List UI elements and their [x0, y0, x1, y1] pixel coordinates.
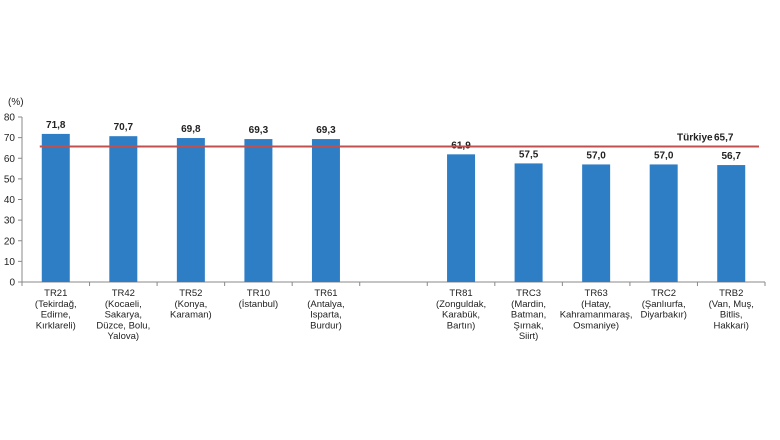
y-tick-label: 30 [4, 216, 16, 227]
y-tick-label: 60 [4, 154, 16, 165]
bar [514, 163, 543, 282]
bar-value-label: 69,3 [316, 125, 336, 136]
x-axis [21, 281, 766, 286]
bar [717, 165, 746, 282]
bar-value-label: 57,0 [586, 150, 606, 161]
bar [176, 138, 205, 282]
reference-line-value: 65,7 [714, 132, 734, 143]
x-category-label: TRC2 (Şanlıurfa, Diyarbakır) [640, 288, 686, 321]
x-category-label: TRC3 (Mardin, Batman, Şırnak, Siirt) [511, 288, 546, 342]
y-tick-label: 40 [4, 195, 16, 206]
bar-value-label: 70,7 [114, 122, 134, 133]
x-category-label: TR81 (Zonguldak, Karabük, Bartın) [436, 288, 486, 331]
bar [582, 164, 611, 282]
category-labels: TR21 (Tekirdağ, Edirne, Kırklareli) TR42 (Koc… [35, 288, 754, 342]
bars [41, 133, 746, 282]
x-category-label: TR61 (Antalya, Isparta, Burdur) [307, 288, 345, 331]
x-category-label: TR10 (İstanbul) [239, 288, 279, 310]
bar [109, 136, 138, 282]
bar [649, 164, 678, 282]
y-tick-label: 20 [4, 236, 16, 247]
x-category-label: TR52 (Konya, Karaman) [170, 288, 212, 321]
bar [447, 154, 476, 282]
y-axis-unit-label: (%) [8, 97, 24, 108]
bar-value-label: 56,7 [721, 151, 741, 162]
y-tick-label: 70 [4, 133, 16, 144]
bar [41, 133, 70, 282]
bar-value-label: 57,0 [654, 150, 674, 161]
bar-value-label: 71,8 [46, 120, 66, 131]
bar-value-label: 69,8 [181, 124, 201, 135]
y-tick-label: 0 [9, 278, 15, 289]
reference-line-group: Türkiye 65,7 [39, 132, 759, 148]
x-category-label: TR42 (Kocaeli, Sakarya, Düzce, Bolu, Yalova) [96, 288, 150, 342]
bar [244, 139, 273, 282]
bar-value-label: 69,3 [249, 125, 269, 136]
y-tick-label: 50 [4, 174, 16, 185]
reference-line-label: Türkiye [677, 132, 713, 143]
y-axis: 0 10 20 30 40 50 60 70 80 [4, 113, 23, 289]
x-category-label: TR63 (Hatay, Kahramanmaraş, Osmaniye) [560, 288, 633, 331]
bar-value-label: 57,5 [519, 149, 539, 160]
x-category-label: TRB2 (Van, Muş, Bitlis, Hakkari) [709, 288, 754, 331]
data-labels: 71,870,769,869,369,361,957,557,057,056,7 [46, 120, 741, 162]
y-tick-label: 80 [4, 113, 16, 124]
bar [311, 139, 340, 282]
x-category-label: TR21 (Tekirdağ, Edirne, Kırklareli) [35, 288, 77, 331]
y-tick-label: 10 [4, 257, 16, 268]
